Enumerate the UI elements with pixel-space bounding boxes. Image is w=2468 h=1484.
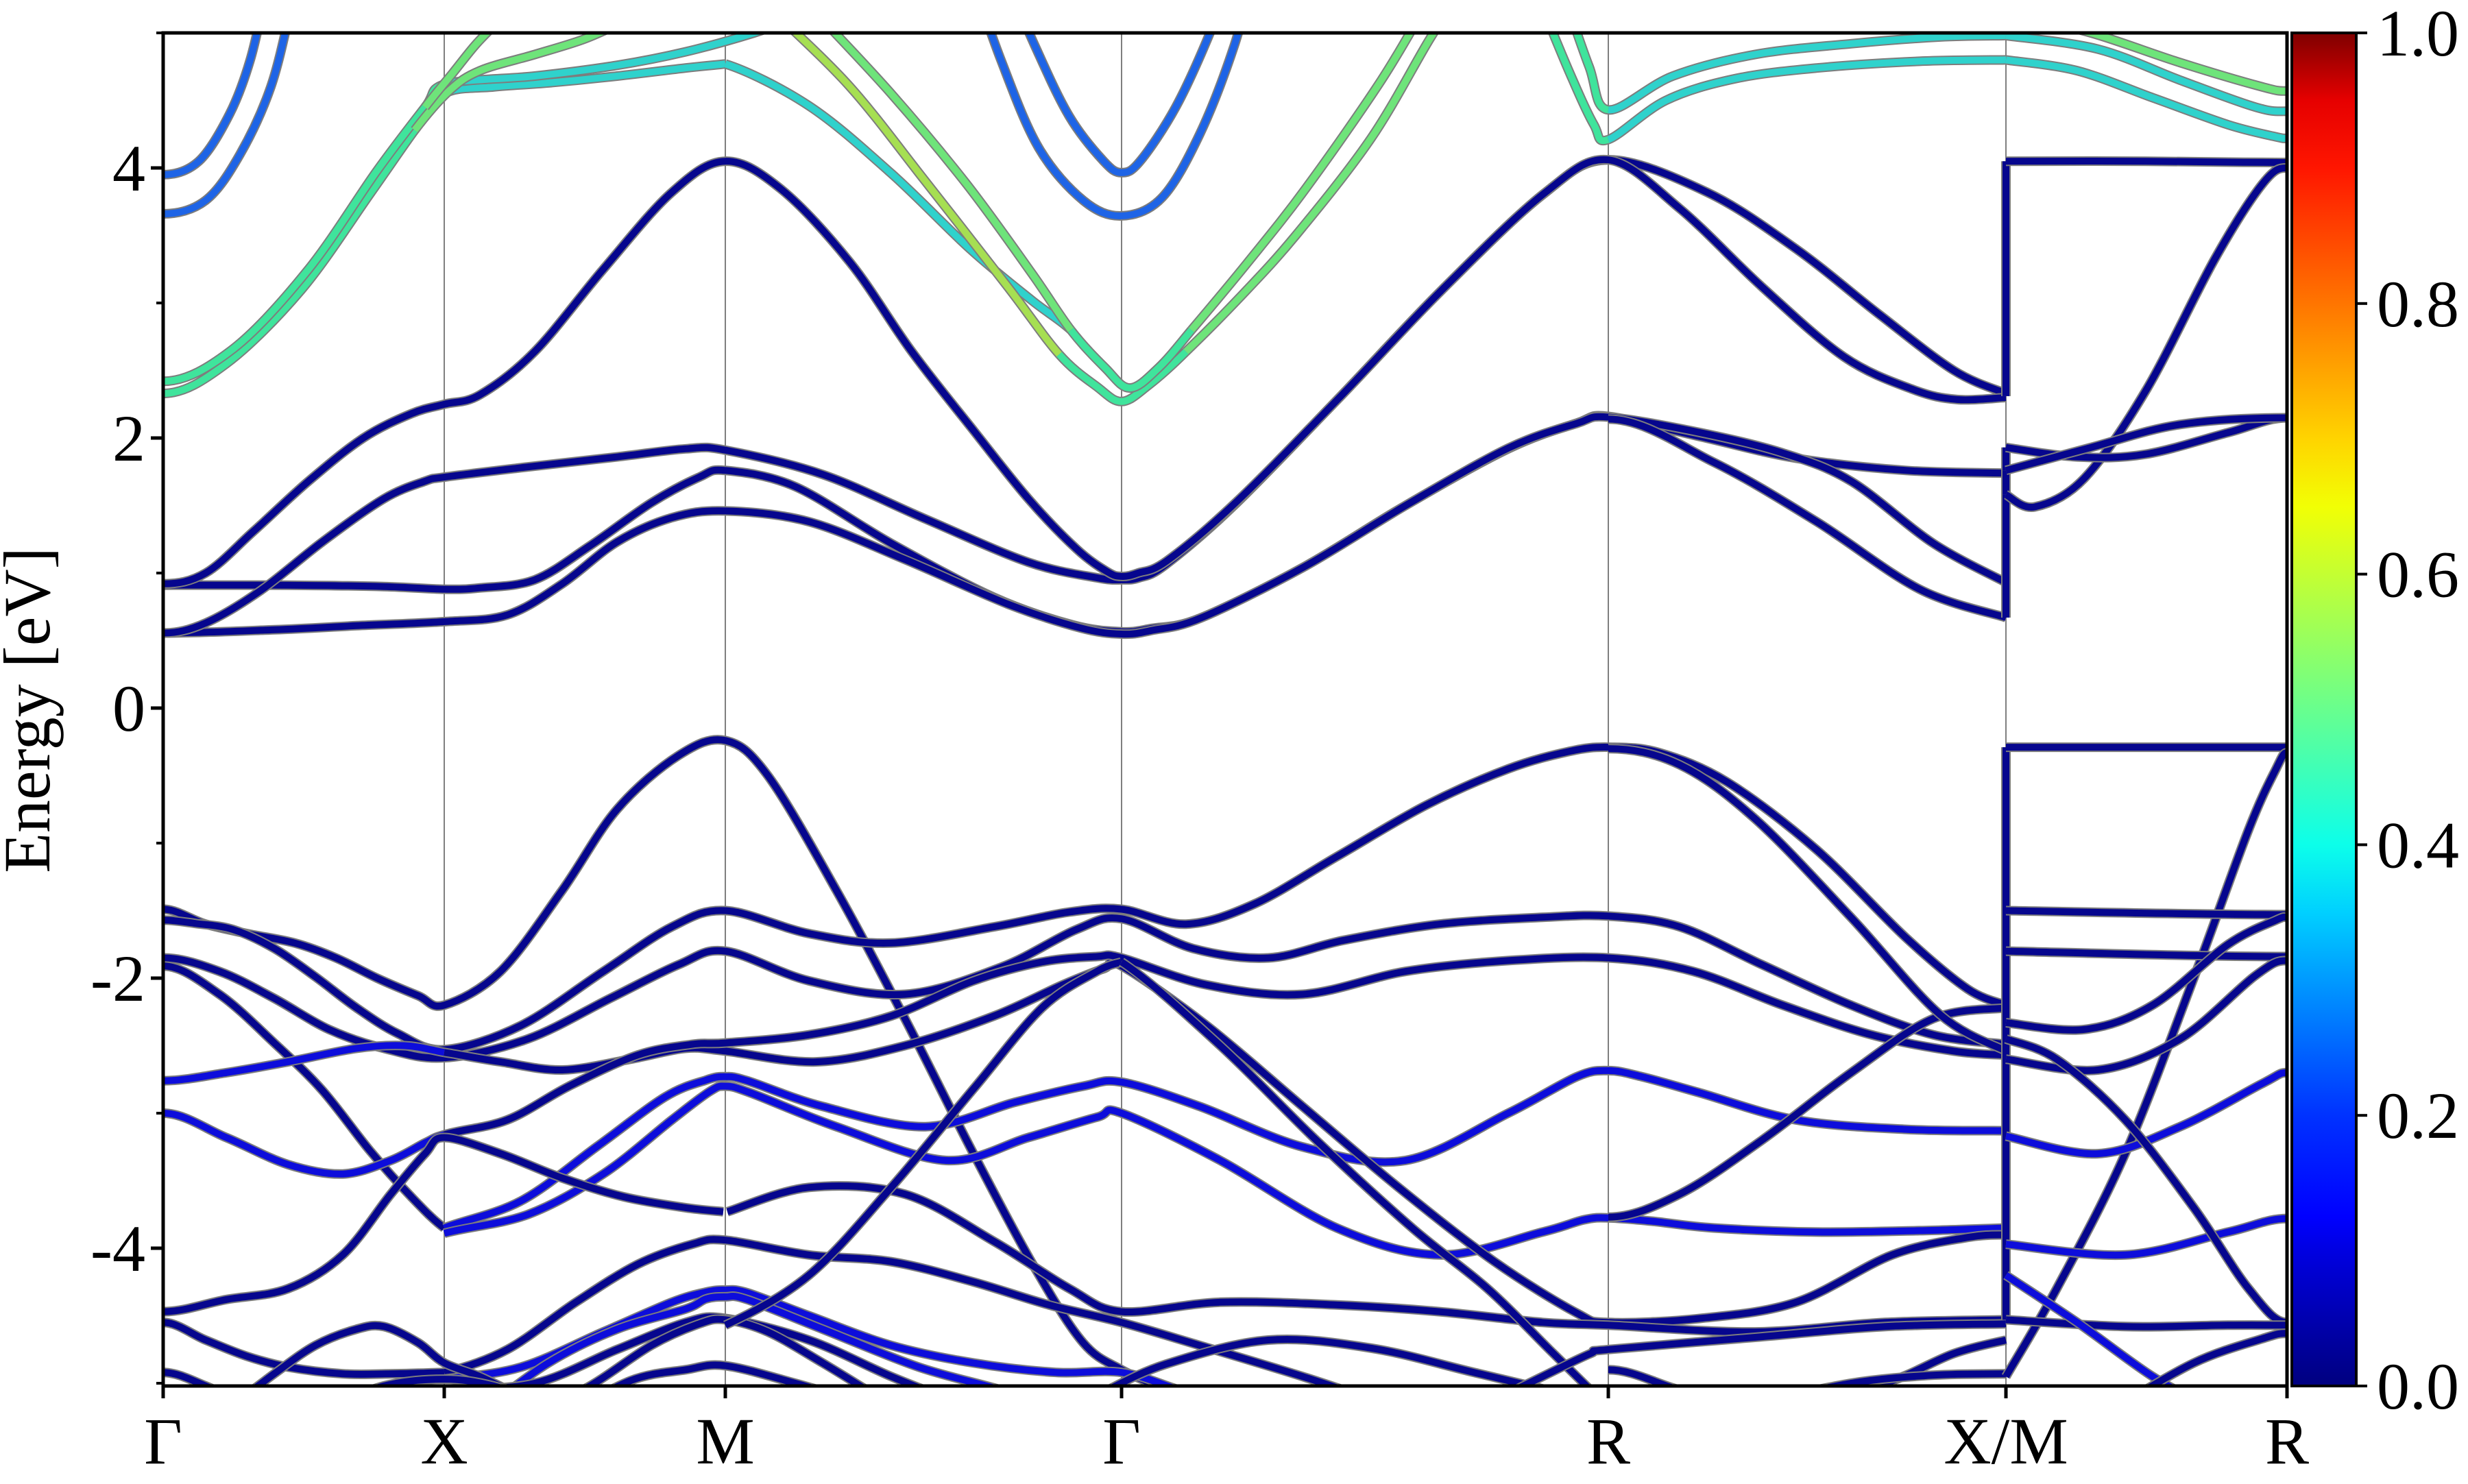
svg-text:X: X — [420, 1404, 468, 1478]
svg-text:0: 0 — [112, 672, 145, 745]
svg-text:1.0: 1.0 — [2377, 0, 2459, 70]
svg-text:4: 4 — [112, 132, 145, 205]
svg-text:-4: -4 — [90, 1212, 145, 1285]
svg-text:R: R — [2265, 1404, 2309, 1478]
svg-text:Energy [eV]: Energy [eV] — [0, 547, 64, 873]
svg-text:Γ: Γ — [1102, 1404, 1141, 1478]
svg-text:0.4: 0.4 — [2377, 808, 2459, 881]
svg-text:0.0: 0.0 — [2377, 1350, 2459, 1423]
svg-text:0.8: 0.8 — [2377, 267, 2459, 341]
svg-text:R: R — [1586, 1404, 1630, 1478]
svg-text:0.6: 0.6 — [2377, 538, 2459, 611]
svg-text:0.2: 0.2 — [2377, 1079, 2459, 1152]
svg-text:M: M — [696, 1404, 754, 1478]
svg-text:-2: -2 — [90, 942, 145, 1015]
svg-text:X/M: X/M — [1944, 1404, 2068, 1478]
svg-text:Γ: Γ — [144, 1404, 182, 1478]
svg-text:2: 2 — [112, 402, 145, 475]
